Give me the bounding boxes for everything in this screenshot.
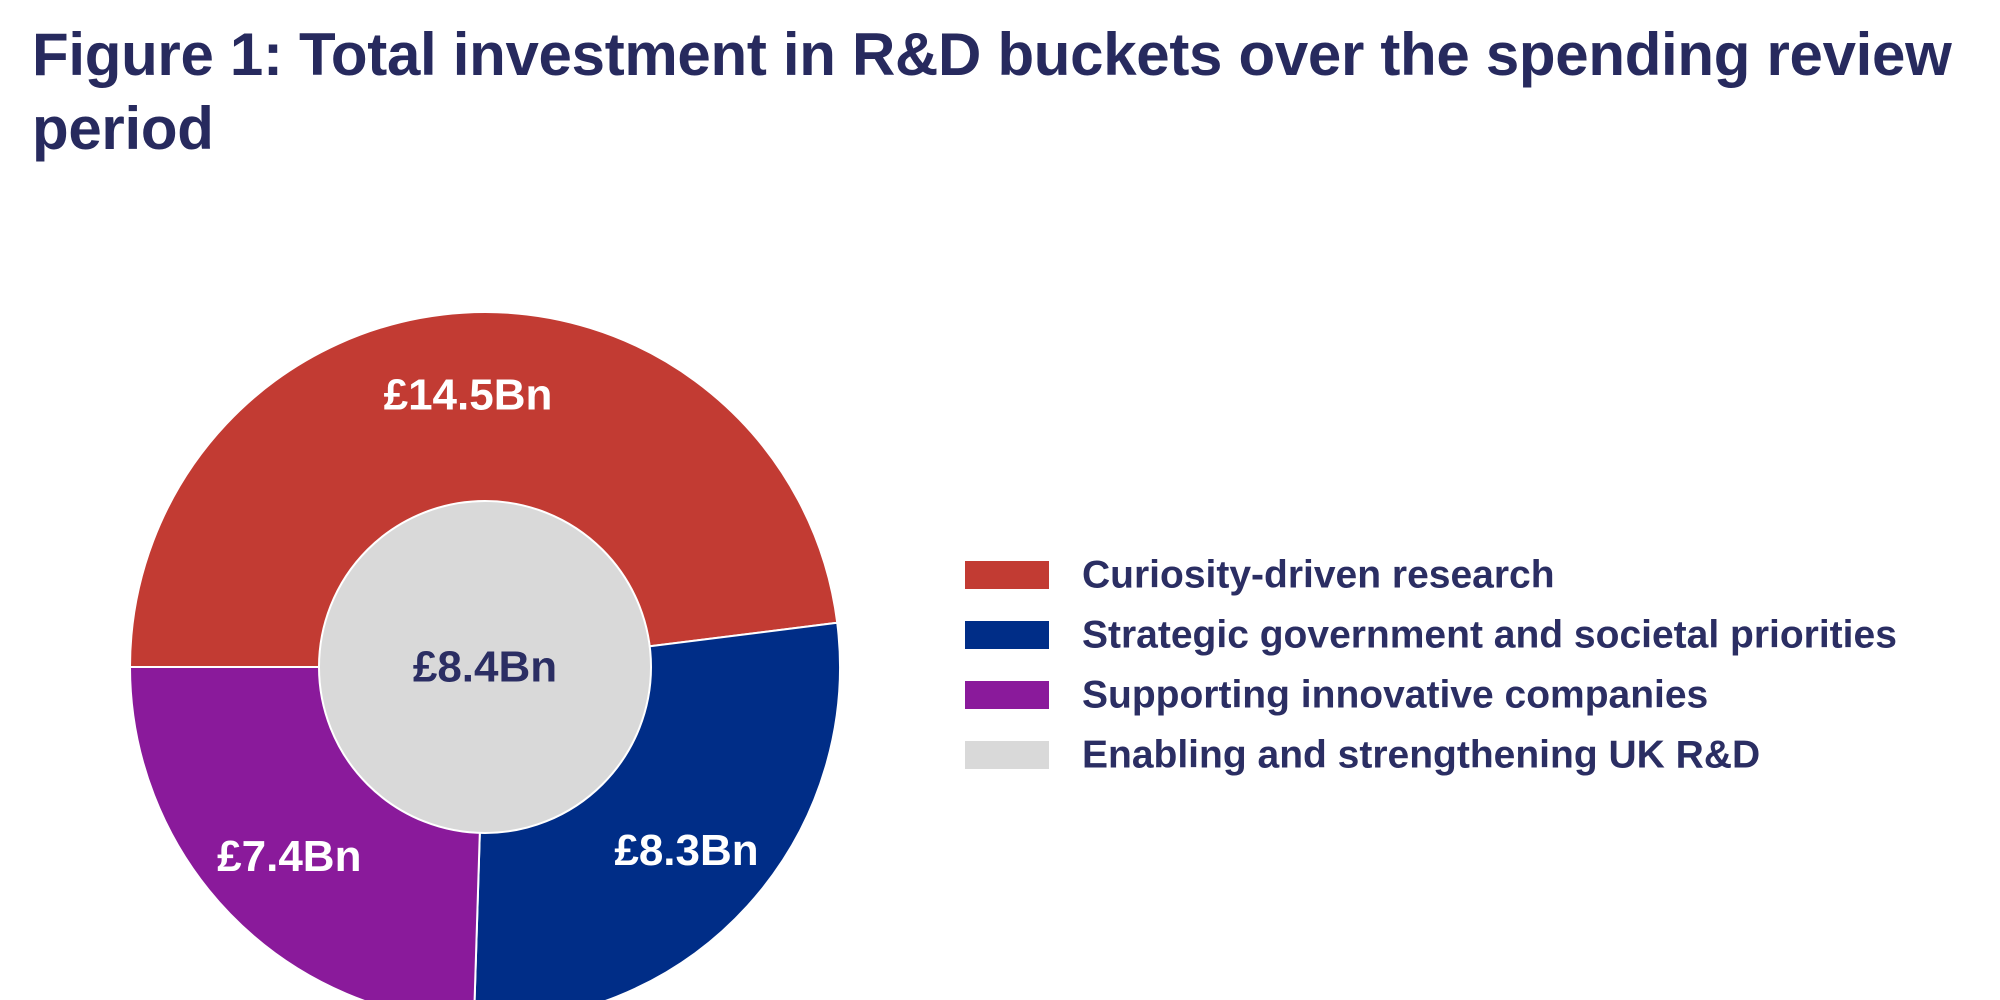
- slice-label-strategic-government-and-societal-priorities: £8.3Bn: [614, 826, 758, 875]
- legend-swatch-strategic-government-and-societal-priorities: [965, 621, 1049, 649]
- chart-title: Figure 1: Total investment in R&D bucket…: [32, 21, 1952, 162]
- slice-curiosity-driven-research: [128, 310, 839, 668]
- legend-label-supporting-innovative-companies: Supporting innovative companies: [1082, 674, 1708, 717]
- legend-swatch-supporting-innovative-companies: [965, 681, 1049, 709]
- legend-label-curiosity-driven-research: Curiosity-driven research: [1082, 554, 1555, 597]
- legend: Curiosity-driven research Strategic gover…: [965, 554, 1897, 777]
- slice-label-curiosity-driven-research: £14.5Bn: [384, 371, 553, 420]
- legend-swatch-enabling-and-strengthening-uk-r-d: [965, 741, 1049, 769]
- slice-labels: £14.5Bn £8.3Bn £7.4Bn £8.4Bn: [217, 371, 758, 882]
- center-disc: [318, 500, 652, 834]
- legend-swatch-curiosity-driven-research: [965, 561, 1049, 589]
- legend-label-enabling-and-strengthening-uk-r-d: Enabling and strengthening UK R&D: [1082, 734, 1760, 777]
- slice-label-supporting-innovative-companies: £7.4Bn: [217, 832, 361, 881]
- slice-label-enabling-and-strengthening-uk-r-d: £8.4Bn: [413, 643, 557, 692]
- legend-label-strategic-government-and-societal-priorities: Strategic government and societal priori…: [1082, 614, 1897, 657]
